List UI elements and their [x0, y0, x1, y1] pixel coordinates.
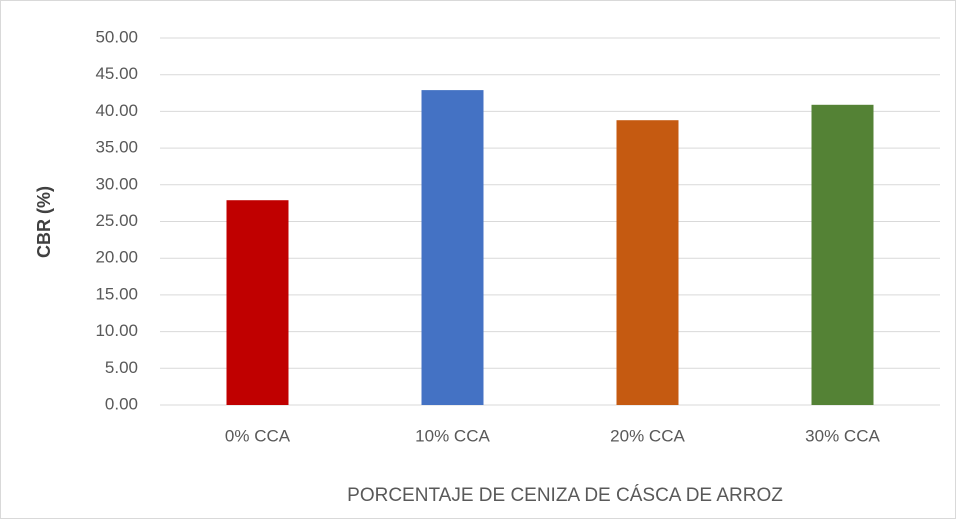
y-tick-label: 15.00 [95, 284, 138, 303]
x-tick-label: 0% CCA [225, 426, 291, 445]
y-tick-label: 5.00 [105, 358, 138, 377]
bar [616, 120, 679, 405]
y-tick-label: 20.00 [95, 248, 138, 267]
y-tick-label: 10.00 [95, 321, 138, 340]
y-tick-label: 35.00 [95, 138, 138, 157]
x-tick-label: 30% CCA [805, 426, 880, 445]
y-tick-label: 45.00 [95, 64, 138, 83]
x-tick-label: 20% CCA [610, 426, 685, 445]
y-tick-label: 30.00 [95, 174, 138, 193]
x-axis-title: PORCENTAJE DE CENIZA DE CÁSCA DE ARROZ [347, 485, 783, 506]
bar [226, 200, 289, 405]
y-tick-label: 50.00 [95, 27, 138, 46]
x-tick-label: 10% CCA [415, 426, 490, 445]
y-tick-label: 25.00 [95, 211, 138, 230]
bar [421, 90, 484, 405]
y-tick-label: 40.00 [95, 101, 138, 120]
bar [811, 104, 874, 405]
y-tick-label: 0.00 [105, 394, 138, 413]
y-axis-title: CBR (%) [34, 186, 54, 258]
